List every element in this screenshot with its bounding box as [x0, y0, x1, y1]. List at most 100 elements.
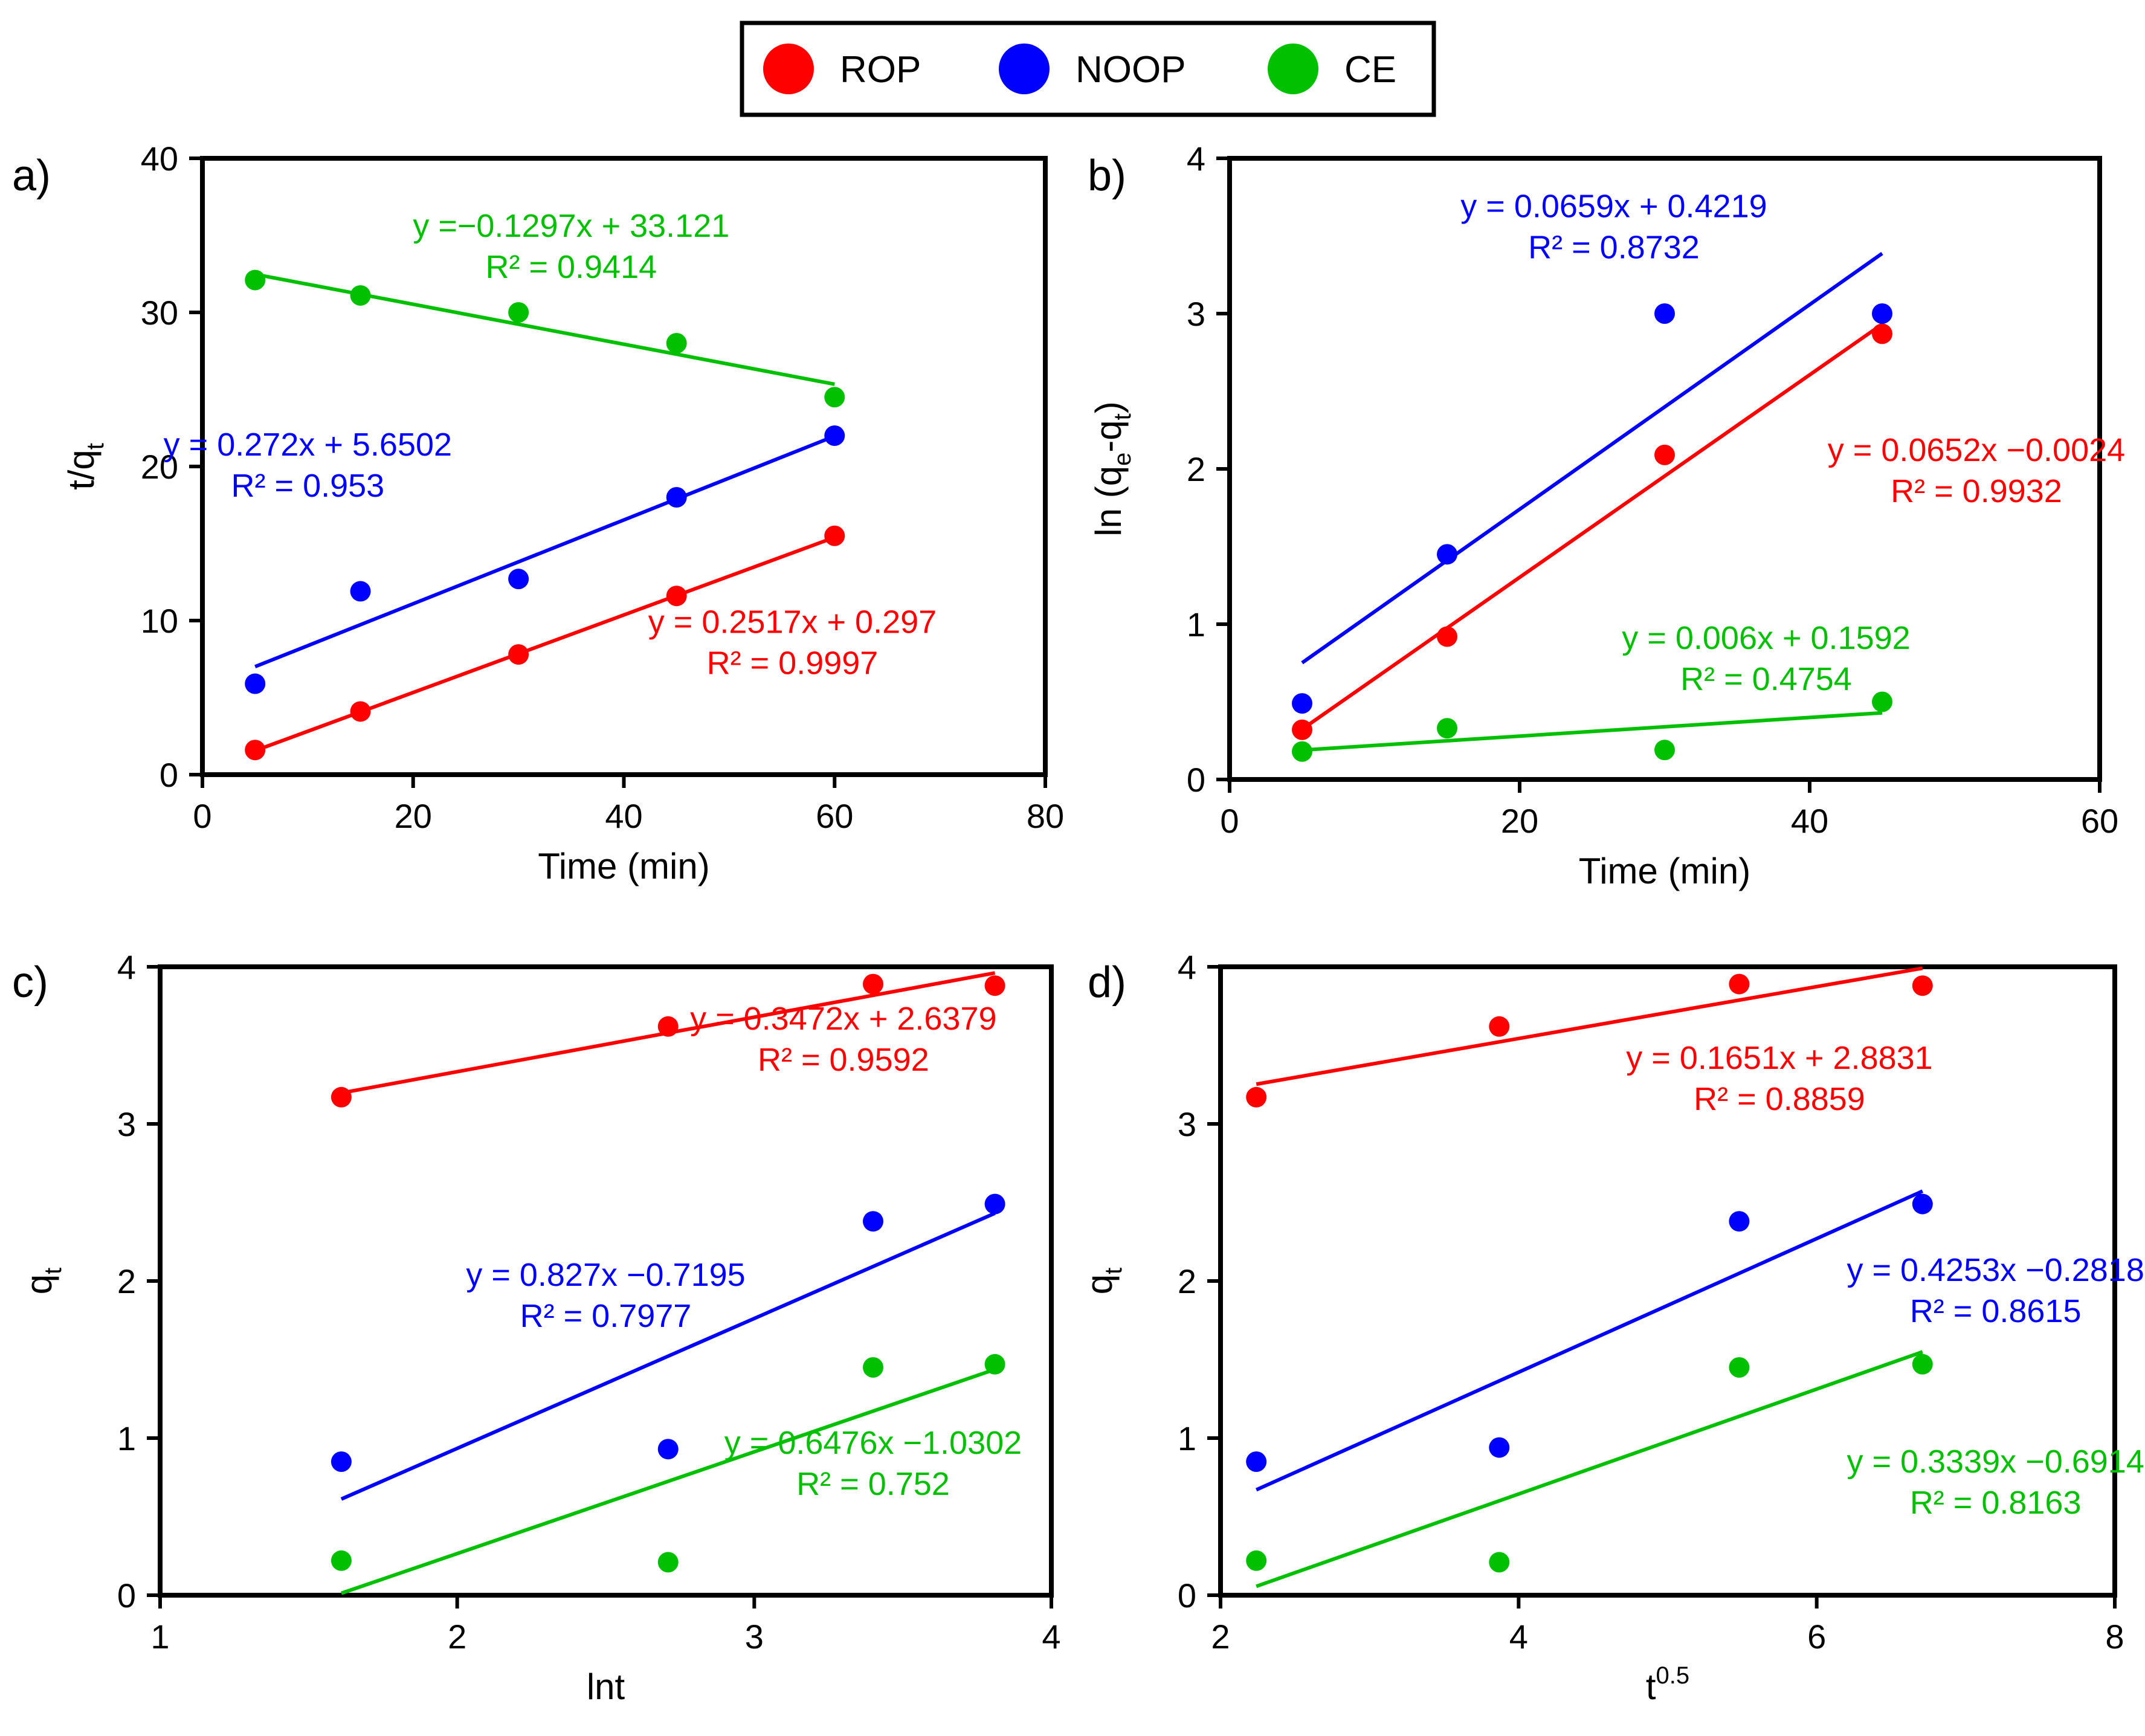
y-axis-title: qt	[19, 1268, 66, 1295]
data-point	[1292, 719, 1312, 740]
trendline-r2: R² = 0.8859	[1694, 1081, 1865, 1117]
data-point	[1246, 1451, 1267, 1472]
data-point	[666, 333, 687, 353]
data-point	[1729, 973, 1750, 995]
y-axis-title: t/qt	[61, 443, 109, 490]
trendline-equation: y = 0.0659x + 0.4219	[1460, 189, 1767, 225]
x-tick-label: 60	[2081, 802, 2118, 840]
x-tick-label: 1	[150, 1618, 169, 1656]
data-point	[1872, 303, 1892, 324]
y-tick-label: 1	[1187, 605, 1205, 644]
y-tick-label: 0	[117, 1576, 136, 1615]
x-tick-label: 2	[1211, 1618, 1230, 1656]
y-tick-label: 4	[1187, 140, 1205, 178]
data-point	[984, 975, 1005, 996]
y-tick-label: 30	[141, 294, 178, 332]
trendline-equation: y = 0.4253x −0.2818	[1847, 1252, 2144, 1288]
trendline	[254, 273, 835, 386]
series-ce: y =−0.1297x + 33.121 R² = 0.9414	[245, 208, 845, 408]
y-tick-label: 1	[1178, 1419, 1196, 1457]
y-tick-label: 40	[141, 140, 178, 178]
data-point	[1246, 1550, 1267, 1571]
data-point	[245, 269, 266, 291]
trendline-equation: y = 0.1651x + 2.8831	[1626, 1040, 1932, 1076]
panel-1: a) 0 20 40 60 80 0 10 20 30 40 Time (min) t/qt y = 0.…	[12, 140, 1064, 886]
trendline-equation: y = 0.6476x −1.0302	[724, 1425, 1022, 1461]
series-rop: y = 0.0652x −0.0024 R² = 0.9932	[1292, 323, 2125, 740]
x-tick-label: 20	[1501, 802, 1538, 840]
panel-2: b) 0 20 40 60 0 1 2 3 4 Time (min) ln (qe-qt) y = 0.…	[1088, 140, 2125, 891]
trendline-r2: R² = 0.752	[796, 1466, 950, 1502]
trendline-r2: R² = 0.8732	[1528, 230, 1700, 266]
y-axis-title: ln (qe-qt)	[1088, 401, 1136, 536]
data-point	[984, 1193, 1005, 1215]
series-ce: y = 0.6476x −1.0302 R² = 0.752	[331, 1354, 1022, 1595]
data-point	[1292, 741, 1312, 762]
y-tick-label: 4	[1178, 948, 1196, 986]
trendline-r2: R² = 0.9414	[485, 249, 657, 285]
panel-label: b)	[1088, 152, 1126, 200]
legend-label: NOOP	[1076, 49, 1186, 91]
x-axis-title: lnt	[587, 1667, 625, 1707]
data-point	[824, 425, 845, 446]
y-tick-label: 3	[1187, 295, 1205, 333]
trendline-equation: y =−0.1297x + 33.121	[413, 208, 729, 244]
x-tick-label: 8	[2105, 1618, 2124, 1656]
data-point	[508, 302, 529, 323]
data-point	[1654, 444, 1675, 465]
x-tick-label: 4	[1042, 1618, 1060, 1656]
data-point	[824, 525, 845, 546]
panel-label: d)	[1088, 958, 1126, 1007]
series-noop: y = 0.4253x −0.2818 R² = 0.8615	[1246, 1189, 2144, 1492]
x-tick-label: 40	[605, 797, 642, 835]
data-point	[1729, 1211, 1750, 1232]
panel-4: d) 2 4 6 8 0 1 2 3 4 t0.5 qt y = 0.1651x + 2.8831 R² …	[1079, 948, 2144, 1707]
panel-label: a)	[12, 152, 51, 200]
trendline-equation: y = 0.827x −0.7195	[466, 1257, 745, 1293]
x-axis-title: t0.5	[1646, 1662, 1689, 1707]
legend-item-noop: NOOP	[999, 44, 1186, 94]
legend-marker	[763, 44, 814, 94]
y-tick-label: 1	[117, 1419, 136, 1457]
x-tick-label: 6	[1807, 1618, 1826, 1656]
trendline	[1301, 323, 1883, 731]
x-tick-label: 2	[448, 1618, 466, 1656]
legend-label: ROP	[840, 49, 921, 91]
trendline-r2: R² = 0.9932	[1891, 473, 2062, 509]
data-point	[1912, 1193, 1933, 1215]
legend-marker	[1268, 44, 1318, 94]
data-point	[350, 285, 371, 306]
trendline-equation: y = 0.2517x + 0.297	[648, 604, 937, 640]
trendline-r2: R² = 0.7977	[520, 1298, 692, 1334]
data-point	[245, 740, 266, 761]
trendline	[340, 1212, 996, 1501]
series-noop: y = 0.272x + 5.6502 R² = 0.953	[164, 425, 845, 694]
legend-marker	[999, 44, 1050, 94]
y-tick-label: 3	[117, 1105, 136, 1143]
legend-box	[740, 21, 1436, 117]
data-point	[350, 581, 371, 602]
x-axis-title: Time (min)	[1579, 851, 1750, 891]
data-point	[863, 1211, 883, 1232]
panel-label: c)	[12, 958, 48, 1007]
data-point	[984, 1354, 1005, 1375]
series-ce: y = 0.006x + 0.1592 R² = 0.4754	[1292, 620, 1911, 762]
data-point	[1489, 1552, 1510, 1573]
trendline-equation: y = 0.272x + 5.6502	[164, 427, 452, 463]
x-tick-label: 0	[193, 797, 211, 835]
data-point	[1292, 693, 1312, 714]
data-point	[657, 1016, 679, 1037]
data-point	[350, 701, 371, 722]
data-point	[666, 487, 687, 508]
trendline	[1256, 966, 1923, 1086]
y-tick-label: 2	[1187, 450, 1205, 488]
trendline	[1301, 251, 1883, 665]
y-tick-label: 2	[1178, 1262, 1196, 1300]
trendline-equation: y = 0.0652x −0.0024	[1828, 432, 2125, 468]
data-point	[1489, 1437, 1510, 1458]
y-tick-label: 4	[117, 948, 136, 986]
trendline	[340, 1367, 996, 1595]
